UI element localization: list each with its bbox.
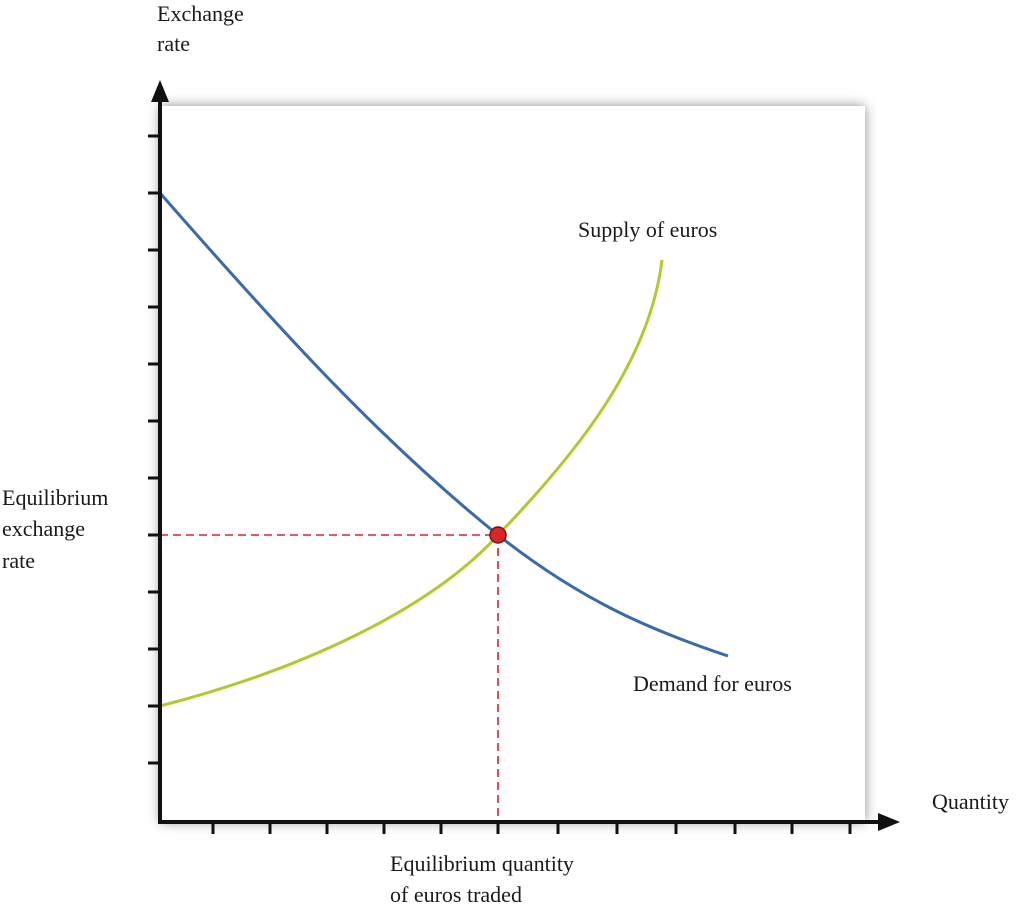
supply-label: Supply of euros (578, 217, 717, 242)
price-label: Equilibrium (2, 485, 108, 510)
plot-area (160, 106, 865, 822)
y-axis-label: rate (157, 31, 190, 56)
x-axis-label: Quantity (932, 789, 1009, 814)
quantity-label: Equilibrium quantity (390, 851, 574, 876)
price-label: rate (2, 548, 35, 573)
x-ticks (211, 822, 852, 834)
price-label: exchange (2, 516, 85, 541)
demand-label: Demand for euros (633, 671, 792, 696)
y-axis-arrow (151, 80, 169, 102)
y-ticks (148, 134, 160, 765)
equilibrium-point (489, 526, 507, 544)
demand-curve (158, 192, 729, 658)
x-axis-arrow (878, 813, 900, 831)
quantity-label: of euros traded (390, 882, 522, 907)
y-axis-label: Exchange (157, 1, 244, 26)
